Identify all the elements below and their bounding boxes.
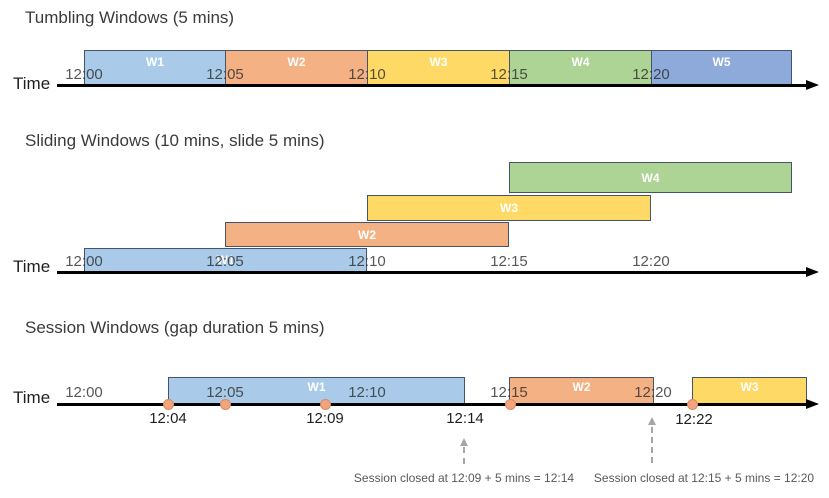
window-label: W3 [740,380,759,394]
tick-label: 12:15 [490,384,528,401]
window-label: W4 [571,55,590,69]
dashed-arrow-stem [651,427,653,463]
sliding-window-w2: W2 [225,222,509,247]
tumbling-window-w3: W3 [367,50,510,85]
event-time-label: 12:04 [149,410,187,427]
sliding-window-w1: W1 [84,248,367,272]
event-dot [162,399,174,410]
window-label: W2 [572,380,591,394]
tick-label: 12:05 [206,253,244,270]
time-axis-label: Time [13,388,51,407]
arrow-right-icon [806,79,819,90]
session-window-w1: W1 [168,377,465,404]
tumbling-window-w5: W5 [651,50,792,85]
event-dot [319,399,331,410]
sliding-window-w4: W4 [509,162,792,193]
tick-label: 12:05 [206,384,244,401]
window-label: W3 [500,201,518,215]
session-section-title: Session Windows (gap duration 5 mins) [25,318,325,337]
window-label: W2 [287,55,306,69]
session-window-w2: W2 [509,377,654,404]
time-axis-line [57,84,807,87]
event-time-label: 12:22 [675,411,713,428]
tick-label: 12:15 [490,66,528,83]
event-dot [219,399,231,410]
time-axis-line [57,271,807,274]
tick-label: 12:20 [632,66,670,83]
window-label: W3 [429,55,448,69]
tick-label: 12:10 [348,384,386,401]
tick-label: 12:15 [490,253,528,270]
event-time-label: 12:09 [306,410,344,427]
window-label: W1 [307,380,326,394]
time-axis-label: Time [13,74,51,93]
event-time-label: 12:14 [446,410,484,427]
arrow-right-icon [806,266,819,277]
window-label: W4 [641,170,660,185]
tick-label: 12:10 [348,66,386,83]
sliding-window-w3: W3 [367,195,651,221]
event-dot [504,399,516,410]
sliding-section-title: Sliding Windows (10 mins, slide 5 mins) [25,131,325,150]
arrow-up-icon [459,438,468,446]
session-closed-annotation: Session closed at 12:09 + 5 mins = 12:14 [353,471,575,485]
arrow-right-icon [806,398,819,409]
window-label: W5 [712,55,731,69]
time-axis-line [57,403,807,406]
arrow-up-icon [647,417,656,425]
tumbling-section-title: Tumbling Windows (5 mins) [25,8,235,27]
event-dot [686,399,698,410]
tick-label: 12:20 [634,384,672,401]
session-window-w3: W3 [692,377,807,404]
tick-label: 12:00 [65,384,103,401]
window-label: W2 [358,227,376,242]
dashed-arrow-stem [463,447,465,464]
tick-label: 12:05 [206,66,244,83]
tumbling-window-w1: W1 [84,50,226,85]
window-label: W1 [146,55,164,69]
tick-label: 12:20 [632,253,670,270]
time-axis-label: Time [13,257,51,276]
window-label: W1 [216,253,235,267]
tick-label: 12:00 [65,66,103,83]
tick-label: 12:10 [348,253,386,270]
session-closed-annotation: Session closed at 12:15 + 5 mins = 12:20 [593,471,815,485]
tick-label: 12:00 [65,253,103,270]
